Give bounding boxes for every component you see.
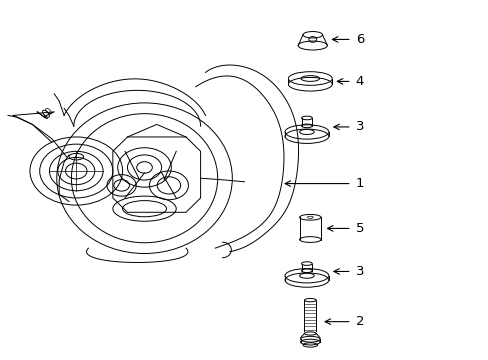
Text: 3: 3 bbox=[355, 121, 364, 134]
Text: 3: 3 bbox=[355, 265, 364, 278]
Text: 1: 1 bbox=[355, 177, 364, 190]
Text: 4: 4 bbox=[355, 75, 363, 88]
Text: 6: 6 bbox=[355, 33, 363, 46]
Text: 2: 2 bbox=[355, 315, 364, 328]
Text: 5: 5 bbox=[355, 222, 364, 235]
